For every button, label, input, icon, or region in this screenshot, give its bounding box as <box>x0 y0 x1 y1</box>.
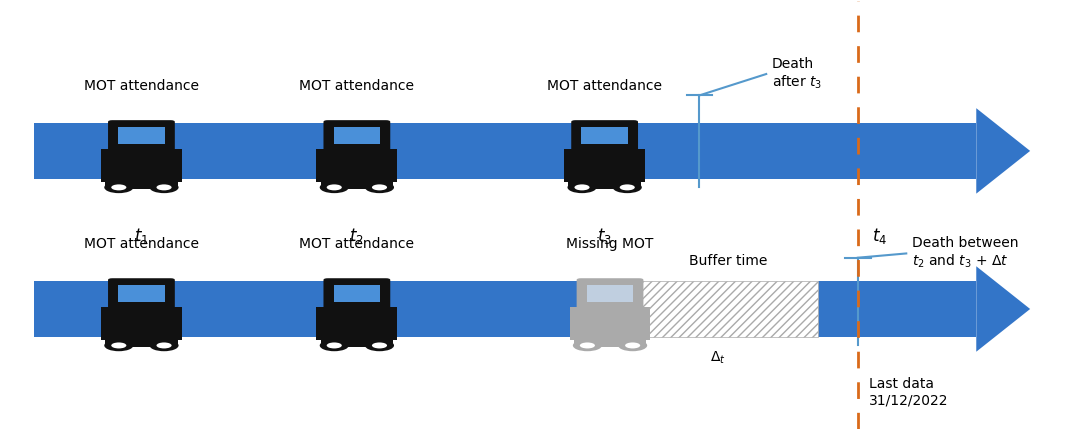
Circle shape <box>612 181 642 193</box>
Text: MOT attendance: MOT attendance <box>84 237 199 251</box>
Circle shape <box>149 181 178 193</box>
Circle shape <box>149 340 178 351</box>
FancyBboxPatch shape <box>571 120 638 152</box>
Circle shape <box>105 181 133 193</box>
Text: $t_1$: $t_1$ <box>134 226 149 246</box>
Circle shape <box>157 184 172 190</box>
Bar <box>569 307 650 340</box>
Bar <box>33 123 976 179</box>
FancyBboxPatch shape <box>577 278 644 310</box>
Polygon shape <box>976 108 1030 194</box>
Circle shape <box>320 181 349 193</box>
Circle shape <box>365 181 394 193</box>
Text: MOT attendance: MOT attendance <box>84 79 199 93</box>
Bar <box>105 336 178 347</box>
Bar <box>316 307 397 340</box>
Circle shape <box>580 342 595 348</box>
Text: $t_4$: $t_4$ <box>872 226 887 246</box>
Text: MOT attendance: MOT attendance <box>548 79 662 93</box>
Circle shape <box>111 184 126 190</box>
Bar <box>105 178 178 189</box>
Text: Missing MOT: Missing MOT <box>566 237 653 251</box>
FancyBboxPatch shape <box>108 120 175 152</box>
Text: Death between
$t_2$ and $t_3$ + $\Delta t$: Death between $t_2$ and $t_3$ + $\Delta … <box>912 237 1018 270</box>
Bar <box>639 281 818 337</box>
Text: $\Delta_t$: $\Delta_t$ <box>710 350 726 366</box>
Text: $t_2$: $t_2$ <box>350 226 364 246</box>
Bar <box>33 281 976 337</box>
Text: Buffer time: Buffer time <box>689 255 768 268</box>
Bar <box>581 127 627 144</box>
Bar <box>639 281 818 337</box>
FancyBboxPatch shape <box>324 278 390 310</box>
Bar <box>102 149 181 182</box>
Circle shape <box>372 184 387 190</box>
Bar <box>586 285 633 302</box>
Circle shape <box>326 184 341 190</box>
Circle shape <box>105 340 133 351</box>
Bar <box>321 336 393 347</box>
FancyBboxPatch shape <box>324 120 390 152</box>
Bar <box>334 285 380 302</box>
Circle shape <box>618 340 647 351</box>
Bar <box>118 127 164 144</box>
Text: Death
after $t_3$: Death after $t_3$ <box>771 57 822 91</box>
Circle shape <box>365 340 394 351</box>
Bar <box>102 307 181 340</box>
Circle shape <box>567 181 596 193</box>
Text: MOT attendance: MOT attendance <box>299 237 415 251</box>
Bar <box>321 178 393 189</box>
Circle shape <box>575 184 590 190</box>
Bar <box>334 127 380 144</box>
Circle shape <box>157 342 172 348</box>
Circle shape <box>572 340 602 351</box>
Bar <box>316 149 397 182</box>
Bar <box>118 285 164 302</box>
Text: Last data
31/12/2022: Last data 31/12/2022 <box>868 377 948 407</box>
FancyBboxPatch shape <box>108 278 175 310</box>
Circle shape <box>620 184 635 190</box>
Bar <box>564 149 645 182</box>
Circle shape <box>326 342 341 348</box>
Text: MOT attendance: MOT attendance <box>299 79 415 93</box>
Circle shape <box>372 342 387 348</box>
Circle shape <box>625 342 640 348</box>
Circle shape <box>111 342 126 348</box>
Text: $t_3$: $t_3$ <box>597 226 612 246</box>
Bar <box>573 336 646 347</box>
Circle shape <box>320 340 349 351</box>
Bar <box>568 178 642 189</box>
Polygon shape <box>976 266 1030 352</box>
